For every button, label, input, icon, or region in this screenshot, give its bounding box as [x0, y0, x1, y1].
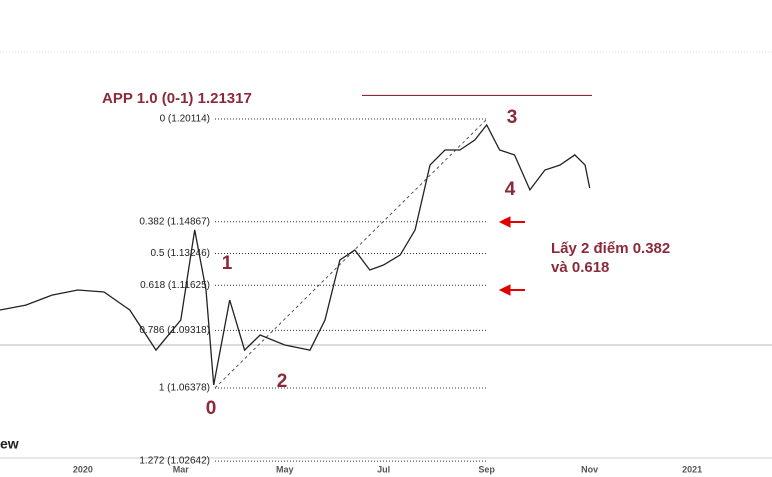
note-line: Lấy 2 điểm 0.382 [551, 240, 670, 257]
x-tick-label: Nov [581, 464, 598, 474]
x-tick-label: May [276, 464, 294, 474]
fib-level-label: 0 (1.20114) [160, 114, 210, 125]
price-line [0, 123, 591, 386]
x-tick-label: 2020 [73, 464, 93, 474]
wave-label: 3 [507, 107, 518, 128]
x-tick-label: Sep [478, 464, 495, 474]
fib-trend-line [214, 118, 488, 389]
fib-level-label: 0.618 (1.11625) [140, 280, 210, 291]
wave-label: 4 [505, 179, 516, 200]
app-label: APP 1.0 (0-1) 1.21317 [102, 90, 252, 107]
fib-level-label: 0.5 (1.13246) [151, 248, 211, 259]
wave-label: 0 [206, 398, 217, 419]
wave-label: 2 [277, 371, 288, 392]
fib-level-label: 1.272 (1.02642) [139, 456, 210, 467]
arrow-head [498, 216, 511, 228]
x-tick-label: Mar [173, 464, 190, 474]
fib-level-label: 0.786 (1.09318) [139, 325, 210, 336]
wave-label: 1 [222, 253, 233, 274]
corner-text: ew [0, 436, 19, 452]
arrows [498, 216, 525, 296]
x-tick-label: Jul [377, 464, 390, 474]
fib-level-label: 1 (1.06378) [159, 383, 210, 394]
x-tick-label: 2021 [682, 464, 702, 474]
fib-level-label: 0.382 (1.14867) [139, 216, 210, 227]
arrow-head [498, 284, 511, 296]
note-line: và 0.618 [551, 259, 609, 276]
